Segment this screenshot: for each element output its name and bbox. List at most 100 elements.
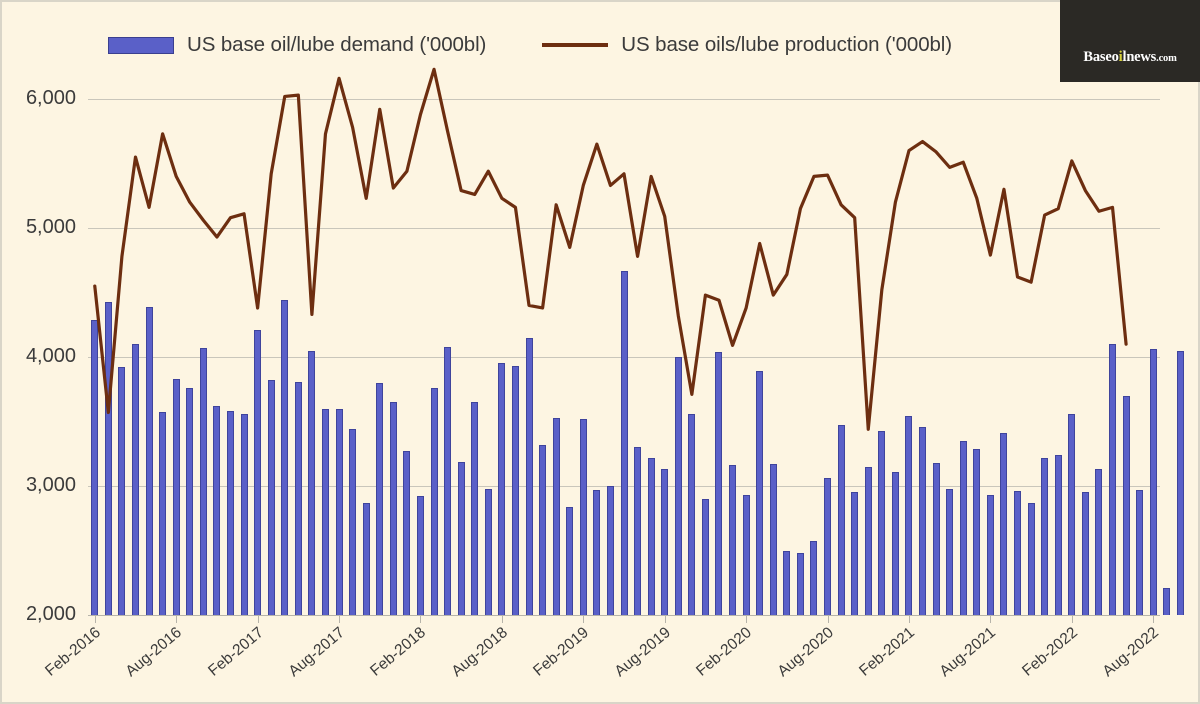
bar[interactable] xyxy=(1027,502,1035,615)
bar[interactable] xyxy=(159,412,167,615)
bar[interactable] xyxy=(104,301,112,615)
bar[interactable] xyxy=(593,489,601,615)
x-axis-tick xyxy=(746,616,748,623)
bar[interactable] xyxy=(145,306,153,615)
bar[interactable] xyxy=(267,380,275,615)
bar[interactable] xyxy=(1176,350,1184,615)
legend-line-swatch-icon xyxy=(542,43,609,47)
watermark-brand-post: lnews xyxy=(1122,49,1157,65)
x-axis-tick xyxy=(257,616,259,623)
bar[interactable] xyxy=(1136,489,1144,615)
legend-label-production: US base oils/lube production ('000bl) xyxy=(621,33,952,56)
bar[interactable] xyxy=(376,382,384,615)
bar[interactable] xyxy=(566,506,574,615)
bar[interactable] xyxy=(661,469,669,615)
bar[interactable] xyxy=(1014,491,1022,615)
bar[interactable] xyxy=(416,496,424,615)
legend-item-production[interactable]: US base oils/lube production ('000bl) xyxy=(542,33,952,57)
bar[interactable] xyxy=(1095,469,1103,615)
bar[interactable] xyxy=(1000,433,1008,615)
bar[interactable] xyxy=(891,471,899,615)
bar[interactable] xyxy=(647,457,655,615)
legend-bar-swatch-icon xyxy=(108,36,174,54)
left-border xyxy=(0,0,2,704)
bar[interactable] xyxy=(335,408,343,615)
x-axis-tick xyxy=(1071,616,1073,623)
bar[interactable] xyxy=(959,440,967,615)
bar[interactable] xyxy=(226,411,234,615)
watermark-tld: .com xyxy=(1156,53,1177,64)
x-axis-tick xyxy=(664,616,666,623)
bar[interactable] xyxy=(1149,349,1157,615)
bar[interactable] xyxy=(1068,413,1076,615)
gridline xyxy=(88,99,1160,100)
bar[interactable] xyxy=(1054,455,1062,615)
bar[interactable] xyxy=(769,464,777,615)
bar[interactable] xyxy=(620,270,628,615)
bar[interactable] xyxy=(118,367,126,615)
bar[interactable] xyxy=(172,378,180,615)
bar[interactable] xyxy=(362,502,370,615)
bar[interactable] xyxy=(471,402,479,615)
bar[interactable] xyxy=(783,550,791,615)
bar[interactable] xyxy=(389,402,397,615)
bar[interactable] xyxy=(905,416,913,615)
bar[interactable] xyxy=(186,387,194,615)
legend-item-demand[interactable]: US base oil/lube demand ('000bl) xyxy=(108,33,486,57)
bar[interactable] xyxy=(579,418,587,615)
bar[interactable] xyxy=(1122,395,1130,615)
bar[interactable] xyxy=(864,466,872,615)
bar[interactable] xyxy=(756,371,764,615)
bar[interactable] xyxy=(321,408,329,615)
bar[interactable] xyxy=(294,381,302,615)
bar[interactable] xyxy=(430,387,438,615)
bar[interactable] xyxy=(213,406,221,615)
bar[interactable] xyxy=(742,495,750,615)
bar[interactable] xyxy=(688,413,696,615)
bar[interactable] xyxy=(281,300,289,615)
bar[interactable] xyxy=(539,444,547,615)
bar[interactable] xyxy=(878,430,886,615)
bar[interactable] xyxy=(498,363,506,615)
bar[interactable] xyxy=(1163,587,1171,615)
bar[interactable] xyxy=(1081,492,1089,615)
bar[interactable] xyxy=(851,492,859,615)
bar[interactable] xyxy=(837,425,845,615)
watermark-brand-pre: Baseo xyxy=(1083,49,1119,65)
bar[interactable] xyxy=(674,357,682,615)
bar[interactable] xyxy=(457,461,465,615)
bar[interactable] xyxy=(525,337,533,615)
bar[interactable] xyxy=(634,447,642,615)
bar[interactable] xyxy=(729,465,737,615)
bar[interactable] xyxy=(131,344,139,615)
bar[interactable] xyxy=(932,462,940,615)
bar[interactable] xyxy=(199,347,207,615)
bar[interactable] xyxy=(810,541,818,615)
bar[interactable] xyxy=(444,346,452,615)
bar[interactable] xyxy=(308,350,316,615)
bar[interactable] xyxy=(973,448,981,615)
bar[interactable] xyxy=(91,319,99,615)
bar[interactable] xyxy=(701,498,709,615)
bar[interactable] xyxy=(1041,457,1049,615)
x-axis-tick xyxy=(583,616,585,623)
bar[interactable] xyxy=(1109,344,1116,615)
bar[interactable] xyxy=(254,329,262,615)
bar[interactable] xyxy=(349,429,357,615)
x-axis-tick-label: Feb-2017 xyxy=(204,624,267,680)
bar[interactable] xyxy=(824,478,832,615)
bar[interactable] xyxy=(511,366,519,615)
bar[interactable] xyxy=(403,451,411,615)
bar[interactable] xyxy=(796,553,804,615)
x-axis-tick-label: Aug-2016 xyxy=(122,624,186,681)
bar[interactable] xyxy=(919,426,927,615)
bar[interactable] xyxy=(484,488,492,615)
bar[interactable] xyxy=(240,413,248,615)
bar[interactable] xyxy=(986,495,994,615)
bar[interactable] xyxy=(606,486,614,615)
bar[interactable] xyxy=(946,488,954,615)
y-axis-tick-label: 2,000 xyxy=(25,603,76,625)
bar[interactable] xyxy=(715,351,723,615)
x-axis-tick-label: Feb-2021 xyxy=(856,624,918,680)
bar[interactable] xyxy=(552,417,560,615)
